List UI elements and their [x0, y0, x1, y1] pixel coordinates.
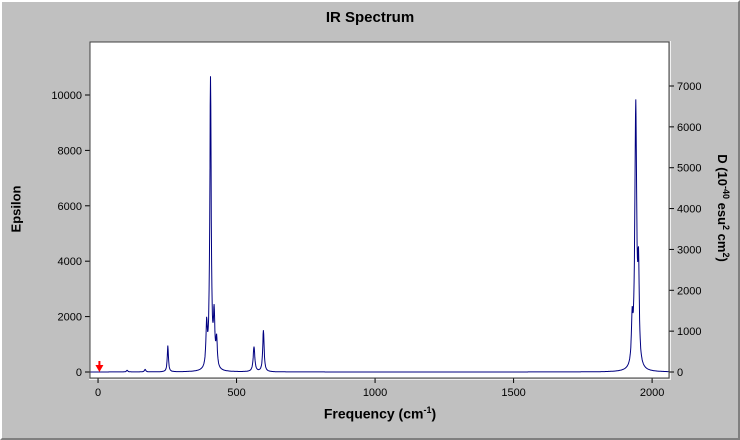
spectrum-line [90, 76, 669, 373]
y-right-tick-label: 1000 [677, 326, 701, 338]
y-right-label-pre: D (10 [714, 154, 730, 186]
y-right-tick-label: 2000 [677, 285, 701, 297]
x-label-pre: Frequency (cm [323, 405, 424, 422]
y-right-label-mid1: esu [714, 199, 730, 226]
cursor-marker[interactable] [95, 364, 104, 372]
x-label-sup: -1 [423, 405, 432, 415]
y-right-tick-label: 4000 [677, 204, 701, 216]
y-axis-label-right: D (10-40 esu2 cm2) [715, 154, 731, 262]
y-left-tick-label: 8000 [58, 145, 82, 157]
y-left-tick-label: 10000 [51, 90, 82, 102]
y-right-label-mid2: cm [714, 230, 730, 253]
x-tick-label: 2000 [640, 387, 664, 399]
y-left-tick-label: 4000 [58, 256, 82, 268]
y-axis-label-left: Epsilon [8, 185, 24, 233]
y-right-tick-label: 3000 [677, 244, 701, 256]
plot-frame [89, 41, 670, 379]
y-left-tick-label: 6000 [58, 201, 82, 213]
x-label-post: ) [431, 405, 437, 422]
y-right-label-post: ) [714, 257, 730, 262]
plot-background [90, 42, 669, 378]
y-right-label-sup1: -40 [721, 185, 732, 200]
x-tick-label: 0 [95, 387, 101, 399]
chart-title: IR Spectrum [325, 9, 415, 26]
x-tick-label: 500 [227, 387, 245, 399]
y-right-tick-label: 7000 [677, 81, 701, 93]
x-tick-label: 1500 [501, 387, 525, 399]
y-left-tick-label: 0 [76, 367, 82, 379]
y-left-tick-label: 2000 [58, 312, 82, 324]
x-axis-label: Frequency (cm-1) [324, 405, 436, 422]
y-right-tick-label: 0 [677, 367, 683, 379]
y-right-tick-label: 5000 [677, 163, 701, 175]
x-tick-label: 1000 [363, 387, 387, 399]
y-right-tick-label: 6000 [677, 122, 701, 134]
